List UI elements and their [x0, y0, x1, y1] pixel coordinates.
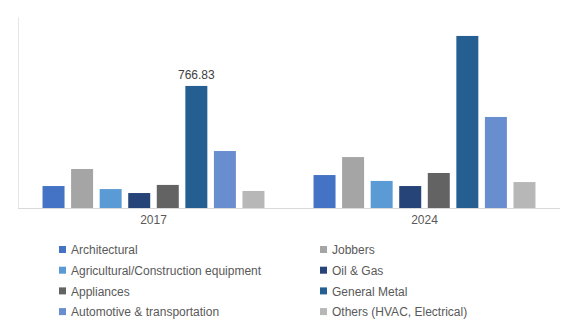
bar: [242, 191, 264, 208]
legend-item: General Metal: [320, 285, 407, 299]
legend: Architectural Jobbers Agricultural/Constru…: [59, 243, 467, 319]
bar-series: [100, 181, 393, 208]
bar: [399, 186, 421, 208]
legend-label: Others (HVAC, Electrical): [332, 305, 467, 319]
legend-label: Agricultural/Construction equipment: [71, 264, 262, 278]
legend-swatch: [320, 308, 327, 315]
legend-swatch: [59, 308, 66, 315]
x-axis-line: [18, 208, 560, 209]
bar: [342, 157, 364, 208]
legend-swatch: [320, 246, 327, 253]
x-tick-label: 2024: [411, 213, 438, 227]
legend-item: Appliances: [59, 285, 130, 299]
legend-item: Oil & Gas: [320, 264, 383, 278]
legend-swatch: [320, 287, 327, 294]
bar-series: [185, 36, 478, 208]
legend-label: Oil & Gas: [332, 264, 383, 278]
legend-item: Automotive & transportation: [59, 305, 219, 319]
y-axis: [18, 18, 19, 209]
x-tick: 2024: [411, 208, 438, 227]
bars: [43, 36, 536, 208]
bar: [485, 117, 507, 208]
bar: [314, 175, 336, 208]
legend-swatch: [320, 267, 327, 274]
bar: [428, 173, 450, 208]
x-tick: 2017: [140, 208, 167, 227]
legend-label: General Metal: [332, 285, 407, 299]
bar: [185, 86, 207, 208]
legend-label: Automotive & transportation: [71, 305, 219, 319]
legend-swatch: [59, 267, 66, 274]
legend-label: Architectural: [71, 243, 138, 257]
bar: [456, 36, 478, 208]
chart: 2017 2024 766.83 Architectural Jobbers Agricu…: [0, 0, 574, 331]
legend-swatch: [59, 246, 66, 253]
bar: [214, 151, 236, 208]
bar-series: [242, 182, 535, 208]
bar: [157, 185, 179, 208]
legend-label: Jobbers: [332, 243, 375, 257]
data-label: 766.83: [178, 68, 215, 82]
legend-label: Appliances: [71, 285, 130, 299]
bar: [128, 193, 150, 208]
bar: [371, 181, 393, 208]
data-labels: 766.83: [178, 68, 215, 82]
bar-series: [214, 117, 507, 208]
bar: [43, 186, 65, 208]
legend-swatch: [59, 287, 66, 294]
x-axis: 2017 2024: [18, 208, 560, 227]
legend-item: Agricultural/Construction equipment: [59, 264, 262, 278]
legend-item: Architectural: [59, 243, 138, 257]
bar: [71, 169, 93, 208]
legend-item: Others (HVAC, Electrical): [320, 305, 467, 319]
legend-item: Jobbers: [320, 243, 375, 257]
y-axis-line: [18, 18, 19, 209]
x-tick-label: 2017: [140, 213, 167, 227]
bar: [100, 189, 122, 208]
bar: [513, 182, 535, 208]
